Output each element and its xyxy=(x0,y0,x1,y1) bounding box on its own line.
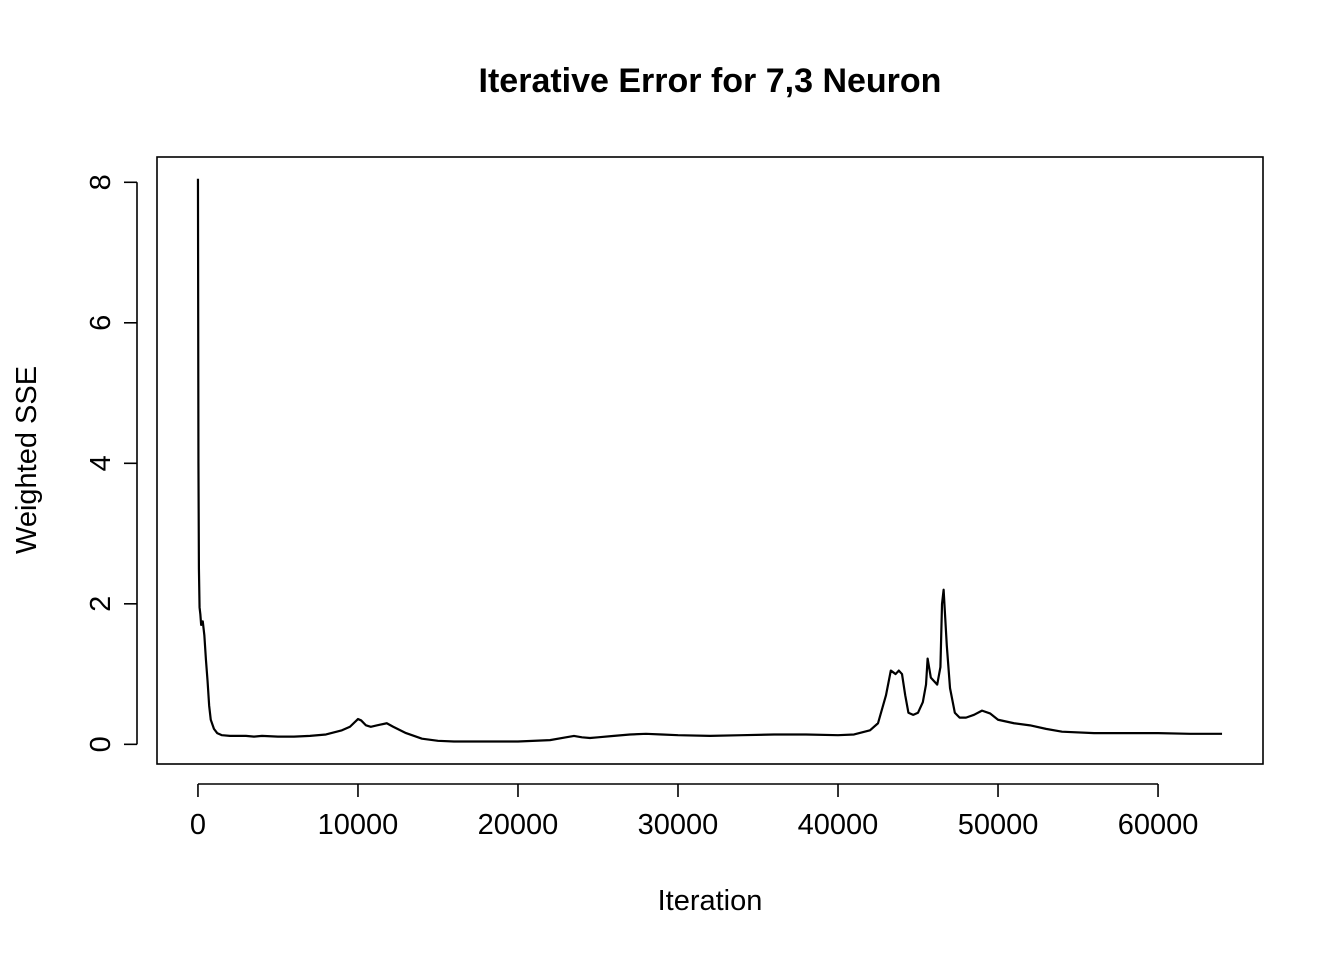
series-line-weighted-sse xyxy=(196,178,1223,743)
y-tick-label: 4 xyxy=(85,455,117,471)
y-axis-label: Weighted SSE xyxy=(11,366,43,554)
x-tick-label: 50000 xyxy=(958,809,1039,841)
x-tick-label: 40000 xyxy=(798,809,879,841)
y-tick-label: 8 xyxy=(85,174,117,190)
plot-area-frame xyxy=(156,156,1264,765)
x-tick-label: 0 xyxy=(190,809,206,841)
y-tick-label: 2 xyxy=(85,596,117,612)
y-tick-label: 6 xyxy=(85,315,117,331)
y-tick-label: 0 xyxy=(85,736,117,752)
x-tick-label: 60000 xyxy=(1118,809,1199,841)
x-tick-label: 30000 xyxy=(638,809,719,841)
x-axis-label: Iteration xyxy=(658,885,763,917)
x-axis: 0 10000 20000 30000 40000 50000 60000 xyxy=(190,783,1199,841)
x-tick-label: 20000 xyxy=(478,809,559,841)
chart-title: Iterative Error for 7,3 Neuron xyxy=(479,62,942,100)
y-axis: 0 2 4 6 8 xyxy=(85,174,138,752)
x-tick-label: 10000 xyxy=(318,809,399,841)
